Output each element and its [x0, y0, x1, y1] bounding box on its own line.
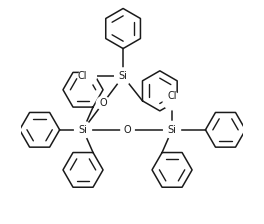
Text: Si: Si — [119, 71, 128, 81]
Text: Si: Si — [79, 125, 87, 135]
Circle shape — [115, 68, 131, 85]
Text: Cl: Cl — [78, 71, 87, 81]
Circle shape — [164, 121, 181, 138]
Text: O: O — [99, 98, 107, 108]
Circle shape — [79, 67, 96, 85]
Text: Cl: Cl — [167, 91, 177, 101]
Circle shape — [74, 121, 92, 138]
Circle shape — [96, 96, 110, 110]
Text: O: O — [124, 125, 131, 135]
Circle shape — [163, 92, 181, 110]
Text: Si: Si — [168, 125, 177, 135]
Circle shape — [121, 123, 134, 136]
